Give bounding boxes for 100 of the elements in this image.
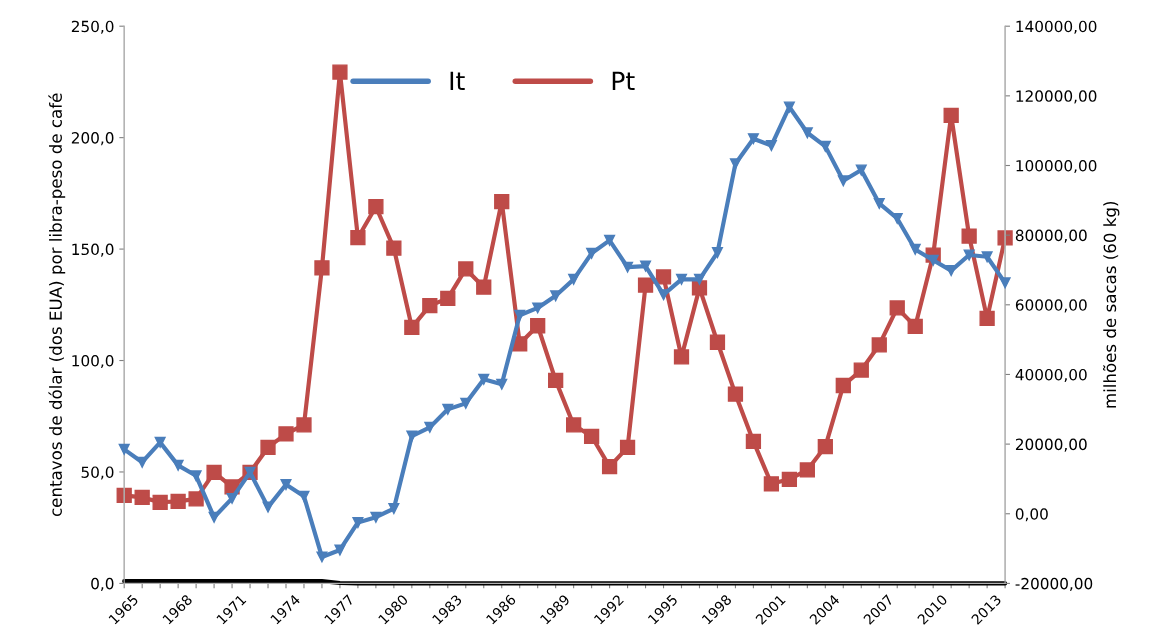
point [334, 544, 346, 556]
point [530, 318, 546, 334]
point [514, 309, 526, 321]
point [835, 377, 851, 394]
point [765, 140, 777, 152]
point [873, 197, 885, 210]
point [154, 436, 166, 448]
y2-tick-label: 40000,00 [1015, 368, 1087, 383]
point [496, 378, 508, 390]
point [961, 228, 977, 244]
y-tick-label: 150,0 [72, 243, 114, 257]
y2-axis-title: milhões de sacas (60 kg) [1103, 201, 1120, 408]
point [837, 175, 849, 187]
point [296, 417, 312, 433]
point [622, 261, 634, 273]
point [314, 260, 330, 276]
point [604, 234, 616, 246]
y2-tick-label: -20000,00 [1015, 577, 1093, 591]
point [262, 501, 274, 513]
point [565, 417, 582, 433]
point [170, 493, 186, 510]
point [637, 277, 654, 293]
point [909, 243, 921, 255]
point [208, 511, 220, 523]
point [478, 373, 490, 385]
point [907, 318, 923, 335]
point [927, 254, 939, 266]
point [691, 280, 708, 296]
point [298, 490, 310, 502]
y-axis-title: centavos de dólar (dos EUA) por libra-peso de café [48, 93, 66, 517]
y2-tick-label: 120000,00 [1016, 90, 1097, 104]
legend-label: Pt [612, 71, 635, 90]
point [997, 230, 1013, 246]
point [747, 133, 759, 145]
point [981, 251, 993, 263]
y2-tick-label: 20000,00 [1015, 438, 1087, 452]
point [476, 279, 492, 295]
point [889, 300, 905, 316]
point [206, 464, 222, 481]
point [278, 426, 294, 442]
point [799, 462, 815, 478]
point [783, 101, 795, 113]
point [943, 107, 959, 123]
point [855, 164, 867, 176]
point [655, 269, 672, 285]
point [745, 433, 762, 450]
point [280, 478, 292, 491]
y-tick-label: 0,0 [91, 577, 114, 591]
point [440, 290, 456, 306]
point [368, 199, 384, 215]
point [388, 502, 400, 515]
y-tick-label: 100,0 [72, 354, 114, 369]
point [352, 516, 364, 529]
point [601, 458, 618, 475]
point [693, 273, 706, 285]
point [871, 337, 887, 353]
point [853, 362, 869, 378]
y2-tick-label: 140000,00 [1016, 20, 1097, 34]
point [134, 489, 150, 506]
point [548, 372, 564, 388]
point [819, 140, 831, 152]
point [118, 443, 130, 455]
point [711, 247, 724, 259]
y-tick-label: 50,0 [81, 466, 114, 480]
point [350, 230, 366, 246]
point [568, 273, 580, 285]
point [586, 247, 598, 259]
point [386, 240, 402, 256]
point [639, 260, 652, 272]
point [406, 430, 418, 442]
point [152, 494, 168, 510]
point [781, 471, 798, 487]
point [458, 261, 474, 277]
point [963, 249, 975, 261]
y2-tick-label: 60000,00 [1015, 299, 1087, 313]
point [404, 319, 420, 335]
point [172, 459, 184, 471]
point [226, 492, 238, 504]
point [817, 438, 833, 455]
point [709, 334, 726, 350]
point [136, 456, 148, 468]
y-tick-label: 200,0 [71, 132, 114, 146]
legend-label: It [450, 71, 465, 90]
y2-tick-label: 80000,00 [1015, 229, 1087, 243]
point [460, 397, 472, 409]
point [494, 193, 510, 210]
point [116, 487, 132, 504]
point [442, 403, 454, 415]
point [727, 386, 744, 402]
point [619, 439, 636, 456]
point [801, 127, 813, 139]
point [729, 158, 741, 170]
point [532, 302, 544, 314]
point [188, 491, 204, 507]
point [675, 273, 688, 285]
y-tick-label: 250,0 [71, 20, 114, 34]
point [422, 298, 438, 314]
point [979, 310, 995, 327]
point [332, 64, 348, 80]
point [316, 551, 328, 563]
